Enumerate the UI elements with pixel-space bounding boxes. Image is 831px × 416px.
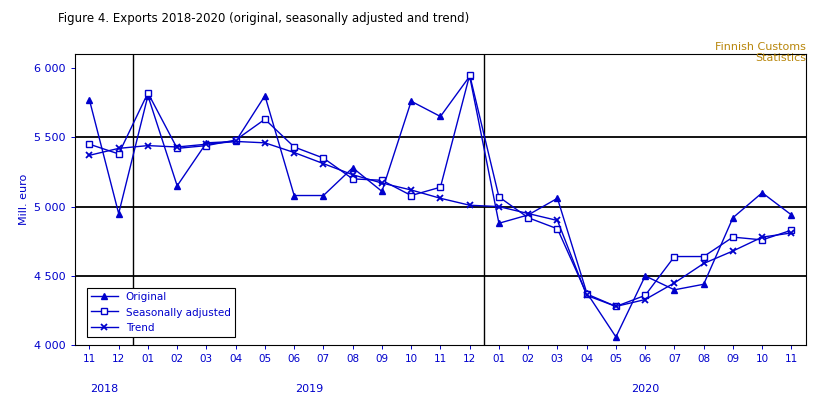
Original <box>524 213 534 218</box>
Trend <box>611 304 621 309</box>
Seasonally adjusted <box>553 226 563 231</box>
Original <box>201 140 211 145</box>
Seasonally adjusted <box>582 292 592 297</box>
Text: Finnish Customs
Statistics: Finnish Customs Statistics <box>715 42 806 63</box>
Trend <box>318 161 328 166</box>
Original <box>114 211 124 216</box>
Trend <box>786 230 796 235</box>
Line: Trend: Trend <box>86 138 795 310</box>
Seasonally adjusted <box>670 254 680 259</box>
Trend <box>435 196 445 201</box>
Trend <box>757 235 767 240</box>
Seasonally adjusted <box>524 215 534 220</box>
Seasonally adjusted <box>435 185 445 190</box>
Line: Original: Original <box>86 73 794 340</box>
Seasonally adjusted <box>114 151 124 156</box>
Trend <box>377 181 387 186</box>
Trend <box>347 172 357 177</box>
Trend <box>114 146 124 151</box>
Original <box>728 215 738 220</box>
Trend <box>582 293 592 298</box>
Original <box>318 193 328 198</box>
Seasonally adjusted <box>377 178 387 183</box>
Original <box>347 165 357 170</box>
Trend <box>143 143 153 148</box>
Trend <box>670 280 680 285</box>
Original <box>786 213 796 218</box>
Original <box>85 97 95 102</box>
Original <box>699 282 709 287</box>
Trend <box>231 139 241 144</box>
Original <box>553 196 563 201</box>
Original <box>260 93 270 98</box>
Trend <box>406 188 416 193</box>
Text: 2020: 2020 <box>631 384 659 394</box>
Trend <box>172 144 182 149</box>
Trend <box>289 150 299 155</box>
Seasonally adjusted <box>786 228 796 233</box>
Original <box>582 290 592 295</box>
Trend <box>640 297 650 302</box>
Seasonally adjusted <box>757 238 767 243</box>
Trend <box>699 261 709 266</box>
Original <box>640 273 650 278</box>
Text: 2019: 2019 <box>295 384 323 394</box>
Seasonally adjusted <box>318 156 328 161</box>
Trend <box>728 248 738 253</box>
Seasonally adjusted <box>640 293 650 298</box>
Trend <box>201 142 211 147</box>
Original <box>494 221 504 226</box>
Seasonally adjusted <box>611 304 621 309</box>
Original <box>670 287 680 292</box>
Trend <box>465 203 475 208</box>
Text: 2018: 2018 <box>90 384 118 394</box>
Original <box>377 189 387 194</box>
Seasonally adjusted <box>494 194 504 199</box>
Trend <box>553 218 563 223</box>
Line: Seasonally adjusted: Seasonally adjusted <box>86 72 794 310</box>
Trend <box>260 140 270 145</box>
Legend: Original, Seasonally adjusted, Trend: Original, Seasonally adjusted, Trend <box>87 288 235 337</box>
Seasonally adjusted <box>465 72 475 77</box>
Seasonally adjusted <box>699 254 709 259</box>
Seasonally adjusted <box>728 235 738 240</box>
Original <box>406 99 416 104</box>
Trend <box>85 153 95 158</box>
Trend <box>524 211 534 216</box>
Seasonally adjusted <box>289 144 299 149</box>
Original <box>289 193 299 198</box>
Seasonally adjusted <box>347 176 357 181</box>
Seasonally adjusted <box>201 143 211 148</box>
Seasonally adjusted <box>143 90 153 95</box>
Seasonally adjusted <box>231 138 241 143</box>
Original <box>611 334 621 339</box>
Text: Figure 4. Exports 2018-2020 (original, seasonally adjusted and trend): Figure 4. Exports 2018-2020 (original, s… <box>58 12 470 25</box>
Original <box>435 114 445 119</box>
Original <box>231 139 241 144</box>
Seasonally adjusted <box>260 117 270 122</box>
Original <box>143 93 153 98</box>
Seasonally adjusted <box>172 146 182 151</box>
Seasonally adjusted <box>85 142 95 147</box>
Trend <box>494 204 504 209</box>
Seasonally adjusted <box>406 193 416 198</box>
Original <box>465 74 475 79</box>
Y-axis label: Mill. euro: Mill. euro <box>18 174 28 225</box>
Original <box>757 190 767 195</box>
Original <box>172 183 182 188</box>
